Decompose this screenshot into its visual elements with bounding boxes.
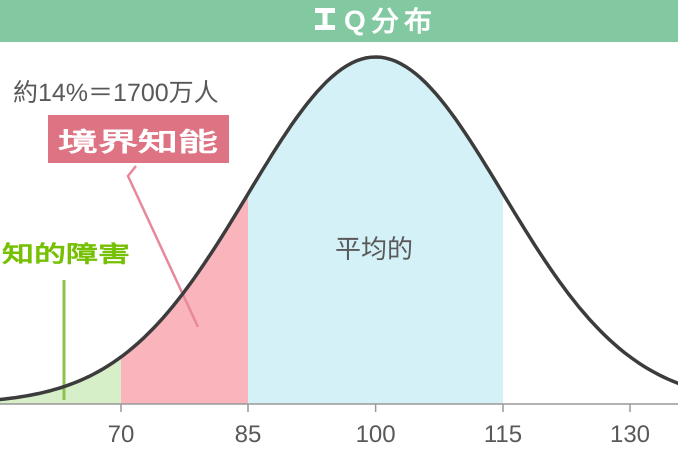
svg-text:115: 115	[484, 421, 522, 448]
svg-text:130: 130	[610, 421, 650, 448]
svg-text:85: 85	[235, 421, 262, 448]
svg-text:境界知能: 境界知能	[58, 127, 218, 157]
svg-text:100: 100	[356, 421, 396, 448]
svg-text:平均的: 平均的	[335, 234, 413, 264]
svg-text:約14%＝1700万人: 約14%＝1700万人	[13, 79, 219, 107]
svg-text:知的障害: 知的障害	[2, 241, 130, 267]
svg-text:70: 70	[108, 421, 135, 448]
